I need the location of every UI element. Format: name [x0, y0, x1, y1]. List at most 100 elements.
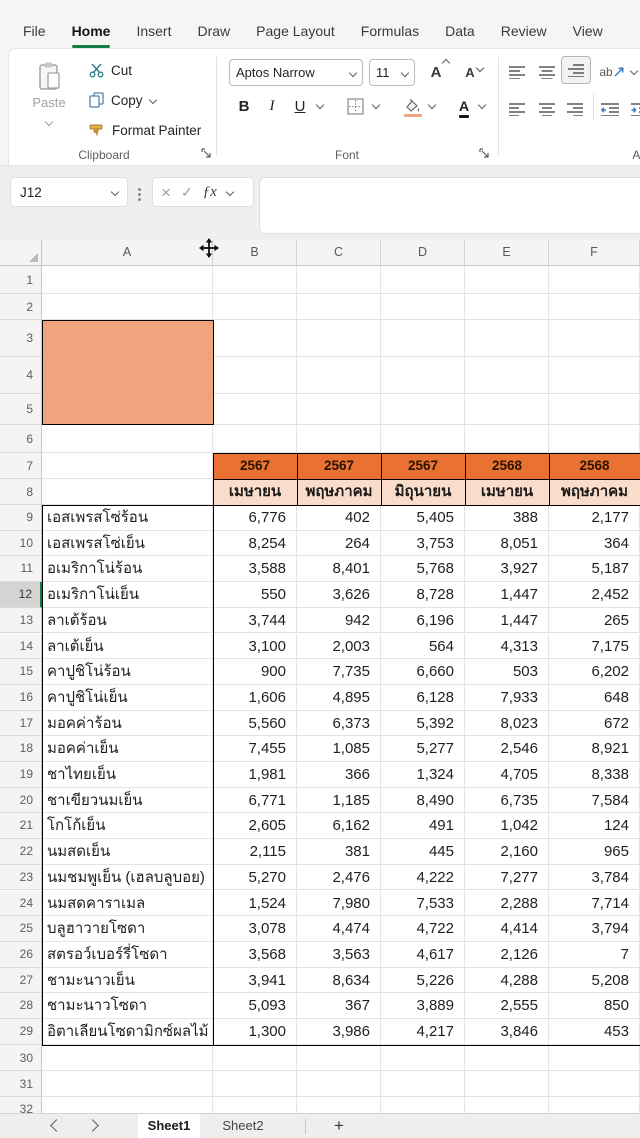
insert-function-icon[interactable]: ƒx — [202, 183, 217, 200]
cell-A6[interactable] — [42, 425, 213, 453]
font-color-button[interactable]: A — [453, 93, 475, 119]
cell-A14[interactable]: ลาเต้เย็น — [42, 633, 213, 660]
cell-D3[interactable] — [381, 320, 465, 357]
cell-E21[interactable]: 1,042 — [465, 813, 549, 840]
cell-F9[interactable]: 2,177 — [549, 505, 640, 531]
row-header-8[interactable]: 8 — [0, 479, 42, 505]
row-header-28[interactable]: 28 — [0, 993, 42, 1019]
cell-B19[interactable]: 1,981 — [213, 762, 297, 788]
cell-D8[interactable]: มิถุนายน — [381, 479, 465, 505]
cell-D20[interactable]: 8,490 — [381, 787, 465, 814]
cell-F31[interactable] — [549, 1070, 640, 1097]
font-color-chevron[interactable] — [477, 100, 487, 110]
cell-D26[interactable]: 4,617 — [381, 941, 465, 968]
row-header-6[interactable]: 6 — [0, 425, 42, 453]
cell-C12[interactable]: 3,626 — [297, 582, 381, 608]
row-header-20[interactable]: 20 — [0, 787, 42, 814]
cell-A32[interactable] — [42, 1096, 213, 1113]
cell-F12[interactable]: 2,452 — [549, 582, 640, 608]
cell-A22[interactable]: นมสดเย็น — [42, 839, 213, 865]
row-header-26[interactable]: 26 — [0, 941, 42, 968]
cell-B26[interactable]: 3,568 — [213, 941, 297, 968]
cell-F25[interactable]: 3,794 — [549, 916, 640, 942]
cell-F7[interactable]: 2568 — [549, 453, 640, 479]
name-box[interactable]: J12 — [10, 177, 128, 207]
cell-E16[interactable]: 7,933 — [465, 684, 549, 711]
cell-E23[interactable]: 7,277 — [465, 864, 549, 891]
cell-C18[interactable]: 1,085 — [297, 736, 381, 762]
cell-A17[interactable]: มอคค่าร้อน — [42, 710, 213, 737]
cell-A13[interactable]: ลาเต้ร้อน — [42, 607, 213, 634]
cell-B30[interactable] — [213, 1044, 297, 1071]
cell-E12[interactable]: 1,447 — [465, 582, 549, 608]
cell-F32[interactable] — [549, 1096, 640, 1113]
ribbon-tab-draw[interactable]: Draw — [197, 23, 231, 39]
cell-E17[interactable]: 8,023 — [465, 710, 549, 737]
orientation-button[interactable]: ab — [597, 58, 627, 86]
cell-B20[interactable]: 6,771 — [213, 787, 297, 814]
cell-D2[interactable] — [381, 294, 465, 320]
cell-B13[interactable]: 3,744 — [213, 607, 297, 634]
cell-F8[interactable]: พฤษภาคม — [549, 479, 640, 505]
cell-C17[interactable]: 6,373 — [297, 710, 381, 737]
clipboard-dialog-launcher[interactable] — [201, 148, 213, 160]
cell-E29[interactable]: 3,846 — [465, 1019, 549, 1045]
formula-input[interactable] — [259, 177, 640, 234]
column-header-A[interactable]: A — [42, 240, 213, 266]
cell-F4[interactable] — [549, 357, 640, 394]
ribbon-tab-data[interactable]: Data — [445, 23, 475, 39]
ribbon-tab-home[interactable]: Home — [59, 18, 124, 48]
cell-E15[interactable]: 503 — [465, 659, 549, 685]
cell-B32[interactable] — [213, 1096, 297, 1113]
sheet-tab-sheet2[interactable]: Sheet2 — [222, 1118, 264, 1133]
cell-F15[interactable]: 6,202 — [549, 659, 640, 685]
cell-A2[interactable] — [42, 294, 213, 320]
cell-F3[interactable] — [549, 320, 640, 357]
row-header-4[interactable]: 4 — [0, 357, 42, 394]
cell-D22[interactable]: 445 — [381, 839, 465, 865]
cell-A12[interactable]: อเมริกาโน่เย็น — [42, 582, 213, 608]
cell-A18[interactable]: มอคค่าเย็น — [42, 736, 213, 762]
row-header-24[interactable]: 24 — [0, 890, 42, 917]
cell-C11[interactable]: 8,401 — [297, 556, 381, 583]
cell-E32[interactable] — [465, 1096, 549, 1113]
cell-C32[interactable] — [297, 1096, 381, 1113]
cell-A29[interactable]: อิตาเลียนโซดามิกซ์ผลไม้ — [42, 1019, 213, 1045]
cell-F27[interactable]: 5,208 — [549, 967, 640, 994]
cell-B2[interactable] — [213, 294, 297, 320]
cell-C5[interactable] — [297, 394, 381, 425]
row-header-25[interactable]: 25 — [0, 916, 42, 942]
fill-color-chevron[interactable] — [427, 100, 437, 110]
cell-D16[interactable]: 6,128 — [381, 684, 465, 711]
row-header-13[interactable]: 13 — [0, 607, 42, 634]
cell-D32[interactable] — [381, 1096, 465, 1113]
row-header-14[interactable]: 14 — [0, 633, 42, 660]
cell-B27[interactable]: 3,941 — [213, 967, 297, 994]
cell-E31[interactable] — [465, 1070, 549, 1097]
cell-A31[interactable] — [42, 1070, 213, 1097]
row-header-29[interactable]: 29 — [0, 1019, 42, 1045]
font-dialog-launcher[interactable] — [479, 148, 491, 160]
cell-E2[interactable] — [465, 294, 549, 320]
cell-D31[interactable] — [381, 1070, 465, 1097]
cell-A15[interactable]: คาปูชิโน่ร้อน — [42, 659, 213, 685]
cell-A20[interactable]: ชาเขียวนมเย็น — [42, 787, 213, 814]
row-header-10[interactable]: 10 — [0, 530, 42, 557]
row-header-3[interactable]: 3 — [0, 320, 42, 357]
row-header-15[interactable]: 15 — [0, 659, 42, 685]
row-header-21[interactable]: 21 — [0, 813, 42, 840]
cell-D28[interactable]: 3,889 — [381, 993, 465, 1019]
cell-C2[interactable] — [297, 294, 381, 320]
cell-B24[interactable]: 1,524 — [213, 890, 297, 917]
cell-F20[interactable]: 7,584 — [549, 787, 640, 814]
cell-D1[interactable] — [381, 266, 465, 294]
cell-B14[interactable]: 3,100 — [213, 633, 297, 660]
cell-A27[interactable]: ชามะนาวเย็น — [42, 967, 213, 994]
cell-C1[interactable] — [297, 266, 381, 294]
row-header-30[interactable]: 30 — [0, 1044, 42, 1071]
cell-E25[interactable]: 4,414 — [465, 916, 549, 942]
cell-C10[interactable]: 264 — [297, 530, 381, 557]
add-sheet-button[interactable]: + — [334, 1116, 344, 1135]
cell-D11[interactable]: 5,768 — [381, 556, 465, 583]
row-header-32[interactable]: 32 — [0, 1096, 42, 1113]
